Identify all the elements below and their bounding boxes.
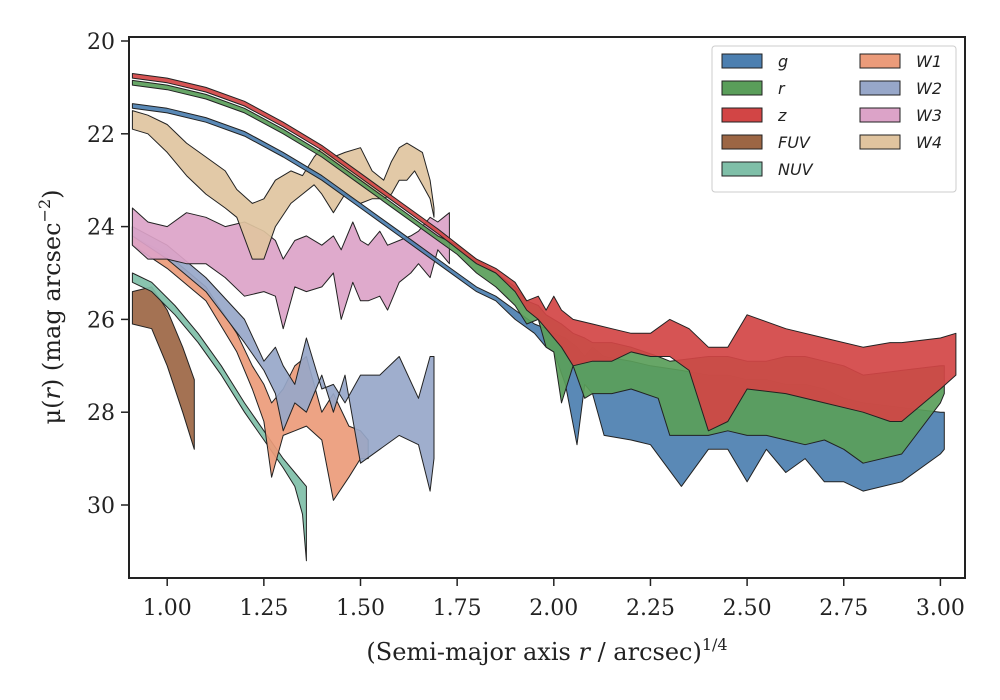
y-tick-label: 28 [87,401,115,426]
legend-swatch-r [721,80,763,96]
y-tick-label: 20 [87,30,115,55]
legend-swatch-z [721,107,763,123]
legend-swatch-w4 [859,134,901,150]
band-w4 [131,110,435,260]
x-tick-label: 1.50 [336,596,385,621]
x-tick-label: 2.00 [529,596,578,621]
plot-frame [128,36,966,579]
legend-label-w4: W4 [916,133,942,152]
legend-label-z: z [777,106,787,125]
legend-label-g: g [778,52,788,71]
legend: grz FUV NUV W1 W2 W3 W4 [711,45,957,193]
band-fuv [131,286,195,450]
legend-label-w3: W3 [916,106,942,125]
y-tick-label: 30 [87,494,115,519]
legend-swatch-w1 [859,53,901,69]
y-tick-label: 26 [87,308,115,333]
band-w1 [131,235,369,501]
x-tick-label: 1.75 [433,596,482,621]
band-z [131,73,957,432]
x-axis: 1.00 1.25 1.50 1.75 2.00 2.25 2.50 2.75 3.00 [143,578,965,621]
y-tick-label: 22 [87,123,115,148]
legend-swatch-w2 [859,80,901,96]
x-tick-label: 2.25 [626,596,675,621]
x-tick-label: 3.00 [916,596,965,621]
band-w3 [131,207,450,330]
x-tick-label: 2.50 [723,596,772,621]
legend-label-w2: W2 [916,79,942,98]
profile-bands [131,73,957,562]
legend-swatch-w3 [859,107,901,123]
legend-label-nuv: NUV [778,160,814,179]
y-axis: 20 22 24 26 28 30 [87,30,129,519]
legend-swatch-g [721,53,763,69]
x-tick-label: 1.25 [239,596,288,621]
y-tick-label: 24 [87,216,115,241]
legend-label-r: r [778,79,786,98]
legend-swatch-nuv [721,161,763,177]
y-axis-label: μ(r) (mag arcsec−2) [35,189,66,424]
legend-label-fuv: FUV [778,133,811,152]
x-tick-label: 2.75 [819,596,868,621]
x-tick-label: 1.00 [143,596,192,621]
legend-swatch-fuv [721,134,763,150]
x-axis-label: (Semi-major axis r / arcsec)1/4 [366,635,727,666]
legend-label-w1: W1 [916,52,942,71]
band-nuv [131,272,307,562]
band-w2 [131,226,435,492]
